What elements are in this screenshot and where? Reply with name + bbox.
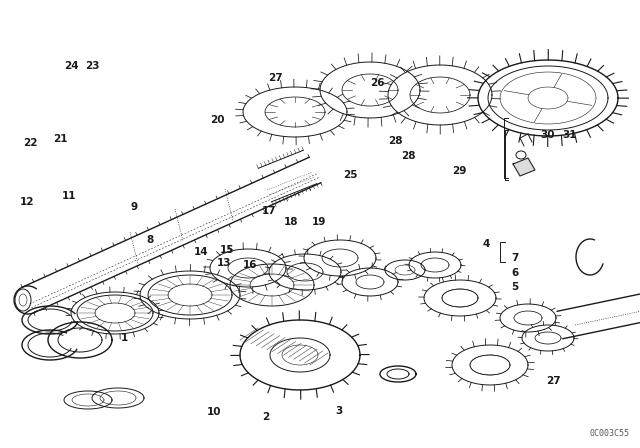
Text: 3: 3: [335, 406, 343, 416]
Text: 7: 7: [511, 254, 519, 263]
Polygon shape: [513, 158, 535, 176]
Text: 27: 27: [547, 376, 561, 386]
Text: 6: 6: [511, 268, 519, 278]
Text: 9: 9: [131, 202, 138, 212]
Text: 25: 25: [344, 170, 358, 180]
Text: 23: 23: [86, 61, 100, 71]
Text: 20: 20: [211, 115, 225, 125]
Text: 1: 1: [121, 333, 129, 343]
Text: 16: 16: [243, 260, 257, 270]
Text: 14: 14: [195, 247, 209, 257]
Text: 0C003C55: 0C003C55: [590, 429, 630, 438]
Ellipse shape: [15, 289, 31, 311]
Text: 19: 19: [312, 217, 326, 227]
Text: 12: 12: [20, 197, 35, 207]
Text: 13: 13: [217, 258, 231, 268]
Text: 15: 15: [220, 245, 234, 255]
Text: 5: 5: [511, 282, 519, 292]
Text: 27: 27: [268, 73, 282, 83]
Text: 26: 26: [371, 78, 385, 88]
Text: 10: 10: [207, 407, 221, 417]
Text: 28: 28: [388, 136, 402, 146]
Text: 18: 18: [284, 217, 298, 227]
Text: 29: 29: [452, 166, 467, 176]
Text: 11: 11: [62, 191, 76, 201]
Ellipse shape: [19, 294, 27, 306]
Text: 21: 21: [54, 134, 68, 144]
Text: 4: 4: [483, 239, 490, 249]
Text: 28: 28: [401, 151, 415, 161]
Text: 2: 2: [262, 412, 269, 422]
Ellipse shape: [516, 151, 526, 159]
Text: 31: 31: [563, 130, 577, 140]
Text: 24: 24: [65, 61, 79, 71]
Text: 17: 17: [262, 206, 276, 215]
Text: 22: 22: [23, 138, 37, 148]
Text: 8: 8: [147, 235, 154, 245]
Text: 30: 30: [540, 130, 554, 140]
